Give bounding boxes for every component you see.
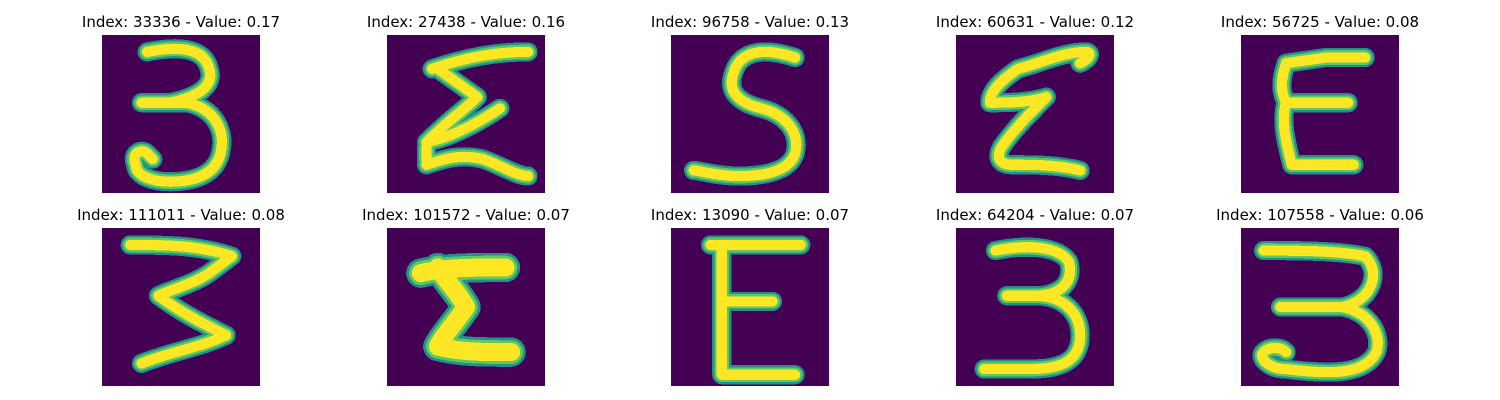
- glyph-3-zigzag-icon: [102, 228, 260, 386]
- glyph-3-icon: [956, 228, 1114, 386]
- sample-title: Index: 111011 - Value: 0.08: [77, 206, 285, 224]
- sample-title: Index: 107558 - Value: 0.06: [1216, 206, 1424, 224]
- sample-title: Index: 56725 - Value: 0.08: [1220, 13, 1420, 31]
- sample-title: Index: 13090 - Value: 0.07: [650, 206, 850, 224]
- glyph-3-wide-icon: [1241, 228, 1399, 386]
- sample-title: Index: 33336 - Value: 0.17: [81, 13, 281, 31]
- glyph-bold-sigma-icon: [387, 228, 545, 386]
- glyph-e-icon: [1241, 35, 1399, 193]
- sample-title: Index: 60631 - Value: 0.12: [935, 13, 1135, 31]
- sample-title: Index: 27438 - Value: 0.16: [366, 13, 566, 31]
- glyph-3-curl-icon: [102, 35, 260, 193]
- glyph-sigma-slanted-icon: [956, 35, 1114, 193]
- glyph-5-icon: [671, 35, 829, 193]
- glyph-e-box-icon: [671, 228, 829, 386]
- sample-title: Index: 96758 - Value: 0.13: [650, 13, 850, 31]
- glyph-sigma-icon: [387, 35, 545, 193]
- sample-title: Index: 101572 - Value: 0.07: [362, 206, 570, 224]
- sample-title: Index: 64204 - Value: 0.07: [935, 206, 1135, 224]
